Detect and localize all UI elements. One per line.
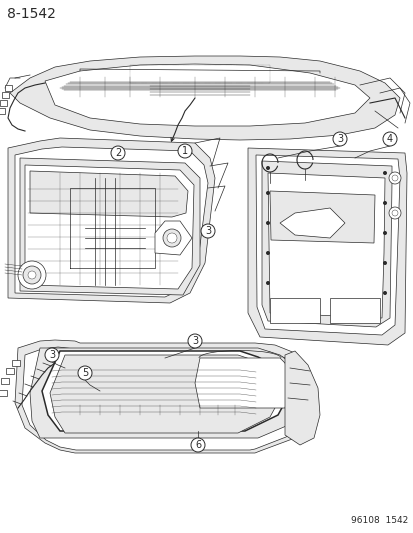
- Circle shape: [18, 261, 46, 289]
- Text: 96108  1542: 96108 1542: [350, 516, 407, 525]
- Circle shape: [166, 233, 177, 243]
- Polygon shape: [25, 165, 194, 289]
- Polygon shape: [20, 158, 199, 295]
- Bar: [1, 378, 9, 384]
- Bar: [6, 368, 14, 374]
- Circle shape: [266, 166, 269, 170]
- Circle shape: [78, 366, 92, 380]
- Text: 2: 2: [114, 148, 121, 158]
- Text: 6: 6: [195, 440, 201, 450]
- Polygon shape: [247, 148, 406, 345]
- Circle shape: [163, 229, 180, 247]
- Circle shape: [266, 251, 269, 255]
- Polygon shape: [279, 208, 344, 238]
- Polygon shape: [30, 171, 188, 217]
- Polygon shape: [8, 138, 214, 303]
- Circle shape: [188, 334, 202, 348]
- Circle shape: [45, 348, 59, 362]
- Bar: [0, 390, 7, 396]
- Polygon shape: [267, 173, 384, 318]
- Polygon shape: [50, 355, 281, 433]
- Bar: [12, 360, 20, 366]
- Circle shape: [190, 438, 204, 452]
- Text: 3: 3: [204, 226, 211, 236]
- Circle shape: [388, 207, 400, 219]
- Polygon shape: [154, 221, 192, 255]
- Polygon shape: [261, 161, 391, 327]
- Circle shape: [23, 266, 41, 284]
- Polygon shape: [22, 347, 305, 450]
- Bar: [0, 100, 7, 106]
- Circle shape: [266, 221, 269, 225]
- Polygon shape: [284, 351, 319, 445]
- Polygon shape: [195, 358, 289, 408]
- Circle shape: [266, 281, 269, 285]
- Circle shape: [382, 261, 386, 265]
- Circle shape: [382, 132, 396, 146]
- Text: 4: 4: [386, 134, 392, 144]
- Polygon shape: [45, 64, 369, 126]
- Bar: [0, 108, 5, 114]
- Circle shape: [111, 146, 125, 160]
- Bar: [269, 298, 319, 323]
- Text: 8-1542: 8-1542: [7, 7, 56, 21]
- Polygon shape: [10, 56, 399, 140]
- Circle shape: [382, 291, 386, 295]
- Circle shape: [382, 231, 386, 235]
- Circle shape: [332, 132, 346, 146]
- Polygon shape: [15, 340, 314, 453]
- Text: 3: 3: [336, 134, 342, 144]
- Text: 3: 3: [192, 336, 197, 346]
- Circle shape: [201, 224, 214, 238]
- Polygon shape: [15, 147, 207, 297]
- Polygon shape: [30, 348, 309, 438]
- Polygon shape: [269, 191, 374, 243]
- Polygon shape: [42, 351, 289, 431]
- Text: 1: 1: [181, 146, 188, 156]
- Circle shape: [388, 172, 400, 184]
- Circle shape: [382, 201, 386, 205]
- Bar: [2, 92, 9, 98]
- Circle shape: [28, 271, 36, 279]
- Text: 3: 3: [49, 350, 55, 360]
- Circle shape: [266, 191, 269, 195]
- Bar: [329, 298, 379, 323]
- Circle shape: [178, 144, 192, 158]
- Circle shape: [382, 171, 386, 175]
- Bar: [5, 85, 12, 91]
- Polygon shape: [255, 155, 399, 335]
- Text: 5: 5: [82, 368, 88, 378]
